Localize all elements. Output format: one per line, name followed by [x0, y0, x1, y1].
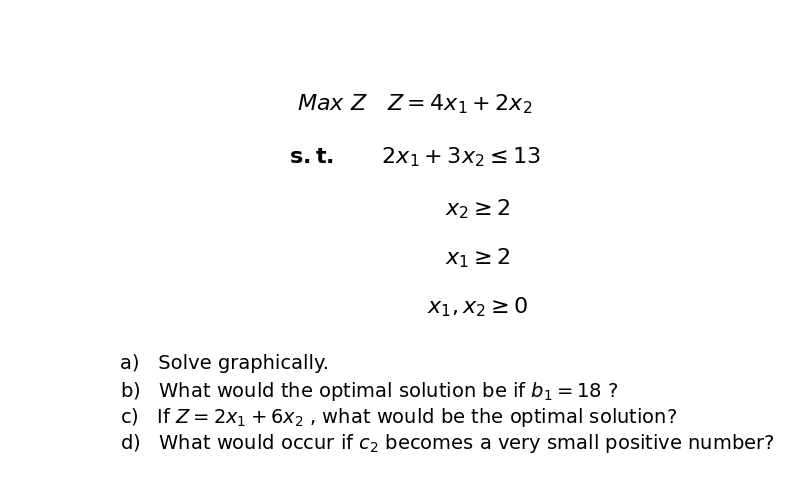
Text: a)   Solve graphically.: a) Solve graphically. [120, 353, 329, 372]
Text: $x_1,x_2 \geq 0$: $x_1,x_2 \geq 0$ [427, 295, 529, 319]
Text: $\mathbf{s.t.} \qquad 2x_1 + 3x_2 \leq 13$: $\mathbf{s.t.} \qquad 2x_1 + 3x_2 \leq 1… [289, 145, 541, 168]
Text: d)   What would occur if $c_2$ becomes a very small positive number?: d) What would occur if $c_2$ becomes a v… [120, 432, 774, 455]
Text: $x_2 \geq 2$: $x_2 \geq 2$ [446, 198, 510, 221]
Text: $\mathbf{\mathit{Max\ Z}} \quad Z = 4x_1 + 2x_2$: $\mathbf{\mathit{Max\ Z}} \quad Z = 4x_1… [297, 92, 533, 116]
Text: c)   If $Z = 2x_1 + 6x_2$ , what would be the optimal solution?: c) If $Z = 2x_1 + 6x_2$ , what would be … [120, 406, 677, 429]
Text: b)   What would the optimal solution be if $b_1 = 18$ ?: b) What would the optimal solution be if… [120, 380, 619, 403]
Text: $x_1 \geq 2$: $x_1 \geq 2$ [446, 246, 510, 270]
